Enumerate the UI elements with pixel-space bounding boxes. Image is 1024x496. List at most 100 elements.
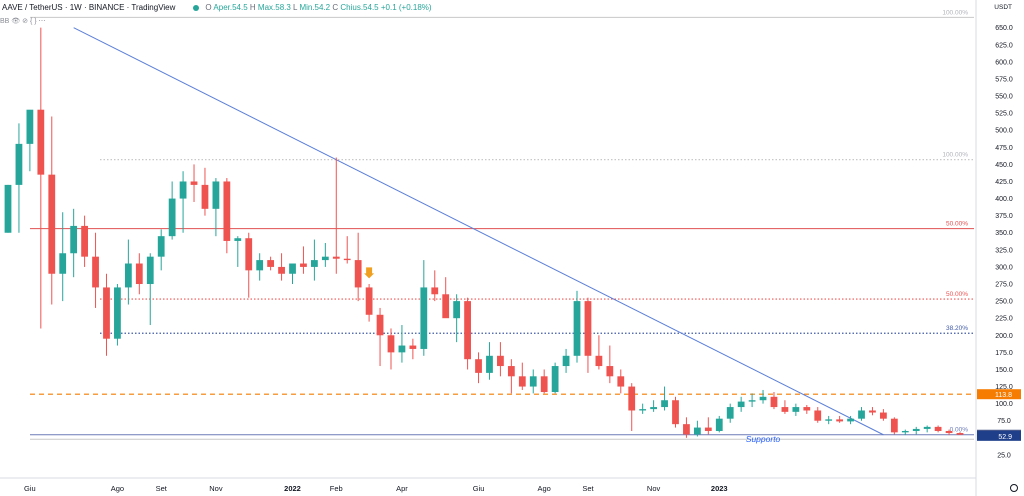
candle-body	[890, 418, 898, 433]
y-unit-label: USDT	[994, 4, 1012, 11]
level-label: 100.00%	[942, 152, 968, 159]
eye-icon[interactable]: 👁	[11, 18, 21, 25]
candle-body	[507, 366, 515, 377]
code-icon[interactable]: { }	[29, 18, 37, 25]
candle-body	[321, 256, 329, 261]
x-tick-label: Apr	[396, 484, 408, 493]
candle-body	[398, 345, 406, 353]
candle-body	[650, 407, 658, 410]
candle-body	[387, 335, 395, 353]
annotation-label: Supporto	[746, 434, 781, 444]
x-tick-label: Ago	[538, 484, 551, 493]
candle-body	[726, 407, 734, 419]
x-tick-label: Nov	[209, 484, 223, 493]
candle-body	[923, 426, 931, 429]
candle-body	[343, 258, 351, 261]
price-tag	[977, 430, 1021, 441]
candle-body	[551, 366, 559, 393]
candle-body	[540, 376, 548, 393]
candle-body	[661, 400, 668, 408]
candle-body	[792, 407, 800, 412]
y-tick-label: 275.0	[995, 282, 1013, 289]
candle-body	[26, 109, 34, 144]
y-tick-label: 450.0	[995, 162, 1013, 169]
candle-body	[934, 426, 942, 431]
symbol-label[interactable]: AAVE / TetherUS · 1W · BINANCE · Trading…	[2, 3, 176, 12]
level-label: 0.00%	[950, 427, 969, 434]
candle-body	[803, 407, 811, 411]
candle-body	[190, 181, 198, 185]
candle-body	[617, 376, 625, 387]
candle-body	[628, 386, 636, 411]
candle-body	[92, 256, 99, 288]
candle-body	[278, 266, 285, 274]
candle-body	[781, 407, 789, 412]
candle-body	[759, 396, 767, 401]
eye-hide-icon[interactable]: ⊘	[22, 18, 29, 25]
candle-body	[606, 366, 614, 377]
candle-body	[858, 410, 865, 419]
candle-body	[639, 409, 647, 411]
candle-body	[81, 225, 88, 257]
status-dot-icon	[193, 4, 200, 11]
more-icon[interactable]: ⋯	[38, 18, 46, 25]
candle-body	[912, 428, 920, 431]
candle-body	[256, 260, 264, 271]
y-tick-label: 325.0	[995, 247, 1013, 254]
candle-body	[376, 314, 384, 336]
y-tick-label: 300.0	[995, 264, 1013, 271]
indicator-row: BB 👁 ⊘ { } ⋯	[0, 17, 46, 25]
candle-body	[880, 412, 887, 419]
candle-body	[179, 181, 187, 199]
candle-body	[48, 174, 56, 274]
level-label: 50.00%	[946, 291, 968, 298]
candle-body	[37, 109, 45, 175]
candle-body	[956, 433, 964, 435]
candle-body	[573, 301, 581, 356]
candle-body	[672, 400, 679, 425]
candle-body	[157, 236, 165, 257]
candle-body	[59, 253, 67, 274]
candle-body	[431, 287, 439, 295]
candle-body	[737, 401, 745, 408]
x-tick-label: Giu	[473, 484, 485, 493]
level-label: 38.20%	[946, 325, 968, 332]
x-tick-label: Set	[582, 484, 594, 493]
candle-body	[124, 263, 132, 288]
candle-body	[770, 396, 778, 408]
candle-body	[310, 260, 318, 267]
y-tick-label: 100.0	[995, 401, 1013, 408]
y-tick-label: 150.0	[995, 367, 1013, 374]
y-tick-label: 250.0	[995, 299, 1013, 306]
y-tick-label: 525.0	[995, 111, 1013, 118]
candle-body	[201, 184, 209, 209]
candle-body	[15, 143, 23, 185]
candle-body	[683, 424, 690, 435]
candle-body	[518, 376, 526, 387]
candle-body	[464, 301, 471, 360]
candle-body	[814, 410, 822, 421]
candle-body	[453, 301, 461, 319]
y-tick-label: 575.0	[995, 76, 1013, 83]
candle-body	[901, 430, 909, 433]
candle-body	[114, 287, 121, 339]
candle-body	[135, 263, 143, 285]
candle-body	[420, 287, 428, 349]
indicator-label[interactable]: BB	[0, 18, 10, 25]
candle-body	[300, 263, 307, 267]
x-tick-label: Set	[156, 484, 168, 493]
gear-icon[interactable]	[1010, 484, 1018, 492]
candle-body	[595, 355, 603, 367]
y-tick-label: 25.0	[997, 452, 1011, 459]
candle-body	[836, 419, 844, 422]
ohlc-readout: O Aper.54.5 H Max.58.3 L Min.54.2 C Chiu…	[205, 3, 432, 12]
y-tick-label: 375.0	[995, 213, 1013, 220]
x-tick-label: Nov	[647, 484, 661, 493]
candle-body	[584, 301, 592, 356]
y-tick-label: 175.0	[995, 350, 1013, 357]
candle-body	[529, 376, 537, 387]
y-tick-label: 550.0	[995, 94, 1013, 101]
candle-body	[475, 359, 482, 373]
y-tick-label: 125.0	[995, 384, 1013, 391]
